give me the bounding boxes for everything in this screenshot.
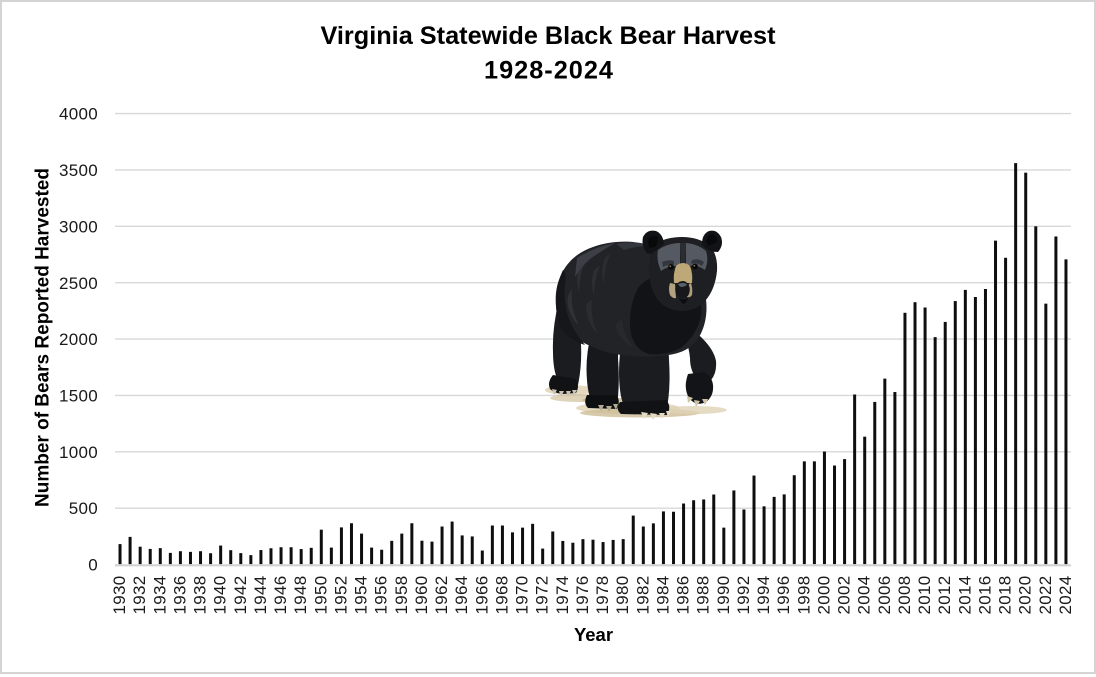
svg-text:2008: 2008 (895, 576, 914, 615)
svg-text:1934: 1934 (150, 576, 169, 615)
svg-text:1960: 1960 (412, 576, 431, 615)
svg-text:1958: 1958 (392, 576, 411, 615)
svg-text:Year: Year (574, 624, 613, 645)
svg-text:1000: 1000 (59, 443, 98, 462)
svg-text:1930: 1930 (110, 576, 129, 615)
svg-text:1962: 1962 (432, 576, 451, 615)
svg-text:1968: 1968 (492, 576, 511, 615)
svg-text:2500: 2500 (59, 274, 98, 293)
svg-text:1996: 1996 (774, 576, 793, 615)
svg-text:2000: 2000 (59, 330, 98, 349)
svg-text:2000: 2000 (814, 576, 833, 615)
svg-text:1970: 1970 (513, 576, 532, 615)
svg-text:1972: 1972 (533, 576, 552, 615)
svg-text:1944: 1944 (251, 576, 270, 615)
svg-text:Number of Bears Reported Harve: Number of Bears Reported Harvested (33, 168, 54, 507)
svg-text:1948: 1948 (291, 576, 310, 615)
svg-text:500: 500 (69, 499, 98, 518)
svg-text:2016: 2016 (975, 576, 994, 615)
svg-text:1994: 1994 (754, 576, 773, 615)
svg-text:0: 0 (88, 556, 98, 575)
svg-text:1942: 1942 (231, 576, 250, 615)
svg-text:1990: 1990 (714, 576, 733, 615)
svg-text:1956: 1956 (372, 576, 391, 615)
svg-text:3500: 3500 (59, 161, 98, 180)
svg-text:2002: 2002 (835, 576, 854, 615)
svg-text:1938: 1938 (191, 576, 210, 615)
svg-text:1986: 1986 (674, 576, 693, 615)
svg-text:1988: 1988 (694, 576, 713, 615)
svg-text:4000: 4000 (59, 105, 98, 124)
svg-text:3000: 3000 (59, 217, 98, 236)
svg-text:1500: 1500 (59, 387, 98, 406)
svg-text:2010: 2010 (915, 576, 934, 615)
svg-text:2024: 2024 (1056, 576, 1075, 615)
svg-text:1998: 1998 (794, 576, 813, 615)
svg-text:2006: 2006 (875, 576, 894, 615)
svg-text:1982: 1982 (633, 576, 652, 615)
svg-text:2018: 2018 (996, 576, 1015, 615)
svg-text:1952: 1952 (331, 576, 350, 615)
svg-text:1964: 1964 (452, 576, 471, 615)
svg-text:1976: 1976 (573, 576, 592, 615)
svg-text:2022: 2022 (1036, 576, 1055, 615)
svg-text:1936: 1936 (170, 576, 189, 615)
svg-text:1980: 1980 (613, 576, 632, 615)
svg-text:Virginia Statewide Black Bear: Virginia Statewide Black Bear Harvest (320, 22, 776, 50)
svg-text:1950: 1950 (311, 576, 330, 615)
svg-text:1928-2024: 1928-2024 (484, 57, 614, 85)
svg-text:2020: 2020 (1016, 576, 1035, 615)
svg-text:1992: 1992 (734, 576, 753, 615)
svg-text:1946: 1946 (271, 576, 290, 615)
svg-text:1978: 1978 (593, 576, 612, 615)
svg-text:1966: 1966 (472, 576, 491, 615)
svg-text:1984: 1984 (653, 576, 672, 615)
svg-text:1932: 1932 (130, 576, 149, 615)
svg-text:2004: 2004 (855, 576, 874, 615)
svg-text:2012: 2012 (935, 576, 954, 615)
svg-text:1940: 1940 (211, 576, 230, 615)
svg-text:1974: 1974 (553, 576, 572, 615)
svg-text:1954: 1954 (352, 576, 371, 615)
svg-text:2014: 2014 (955, 576, 974, 615)
